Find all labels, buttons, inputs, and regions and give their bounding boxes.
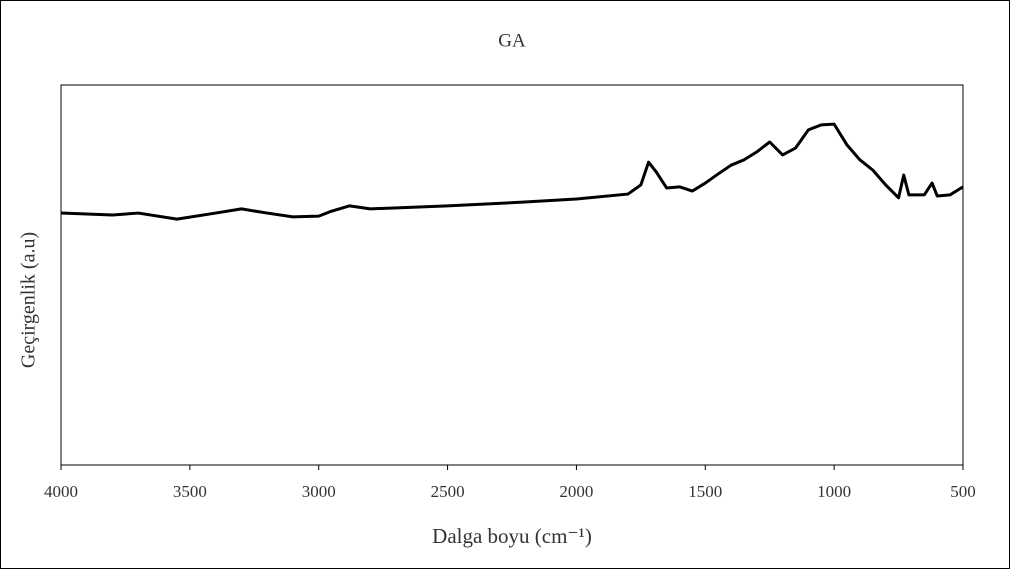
chart-title: GA bbox=[498, 30, 526, 51]
x-tick-label: 500 bbox=[950, 482, 976, 501]
spectrum-line bbox=[60, 122, 964, 221]
plot-area bbox=[60, 84, 964, 466]
x-tick-label: 1500 bbox=[688, 482, 722, 501]
x-tick-label: 4000 bbox=[44, 482, 78, 501]
x-tick-label: 1000 bbox=[817, 482, 851, 501]
x-tick-label: 3000 bbox=[302, 482, 336, 501]
x-tick-label: 2000 bbox=[559, 482, 593, 501]
x-axis-label: Dalga boyu (cm⁻¹) bbox=[432, 524, 592, 548]
x-tick-label: 3500 bbox=[173, 482, 207, 501]
y-axis-label: Geçirgenlik (a.u) bbox=[18, 232, 40, 368]
x-tick-label: 2500 bbox=[431, 482, 465, 501]
